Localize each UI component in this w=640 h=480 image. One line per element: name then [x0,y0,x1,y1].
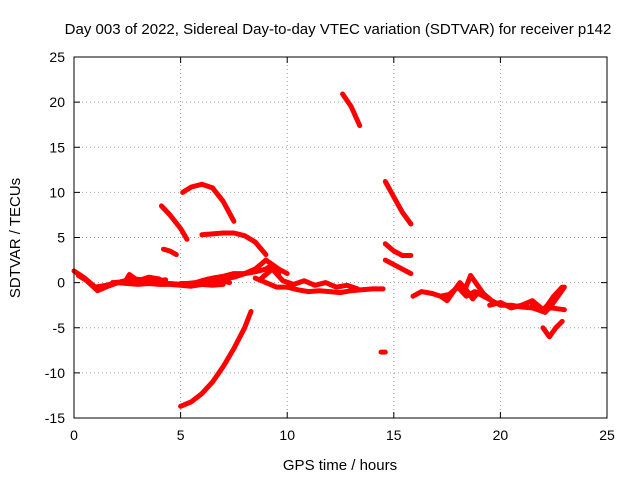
data-trace-trace-11 [161,246,179,258]
y-tick-label: 20 [49,94,65,110]
data-trace-trace-16 [382,241,414,258]
data-trace-trace-12 [180,181,237,224]
y-tick-label: 10 [49,184,65,200]
data-trace-trace-9 [178,309,254,409]
data-trace-trace-14 [340,91,363,129]
y-tick-label: 0 [57,275,65,291]
data-trace-trace-5 [252,275,386,296]
data-trace-trace-17 [382,257,414,277]
plot-frame [73,56,608,419]
x-axis-title: GPS time / hours [283,457,397,474]
data-trace-trace-15 [382,179,414,227]
x-tick-label: 15 [386,427,402,443]
chart-title: Day 003 of 2022, Sidereal Day-to-day VTE… [65,21,612,38]
data-trace-trace-25 [540,318,565,340]
y-tick-label: 25 [49,49,65,65]
x-tick-label: 0 [70,427,78,443]
x-tick-label: 10 [279,427,295,443]
data-trace-trace-8 [178,276,233,286]
y-tick-label: -5 [53,320,66,336]
y-axis-title: SDTVAR / TECUs [7,178,24,298]
y-tick-label: 15 [49,139,65,155]
data-trace-trace-3 [109,272,162,286]
y-tick-label: -15 [45,410,65,426]
x-tick-label: 5 [177,427,185,443]
data-layer [71,91,567,409]
data-trace-trace-20 [438,280,482,304]
axis-layer: 0 5 10 15 20 25 -15 -10 -5 0 5 10 15 20 25 [45,49,615,443]
data-trace-trace-24 [536,305,567,313]
data-trace-trace-21 [461,272,493,302]
data-trace-trace-10 [158,203,190,242]
x-tick-label: 25 [599,427,615,443]
data-trace-trace-13 [199,230,269,258]
y-tick-label: -10 [45,365,65,381]
y-tick-label: 5 [57,230,65,246]
x-tick-label: 20 [493,427,509,443]
